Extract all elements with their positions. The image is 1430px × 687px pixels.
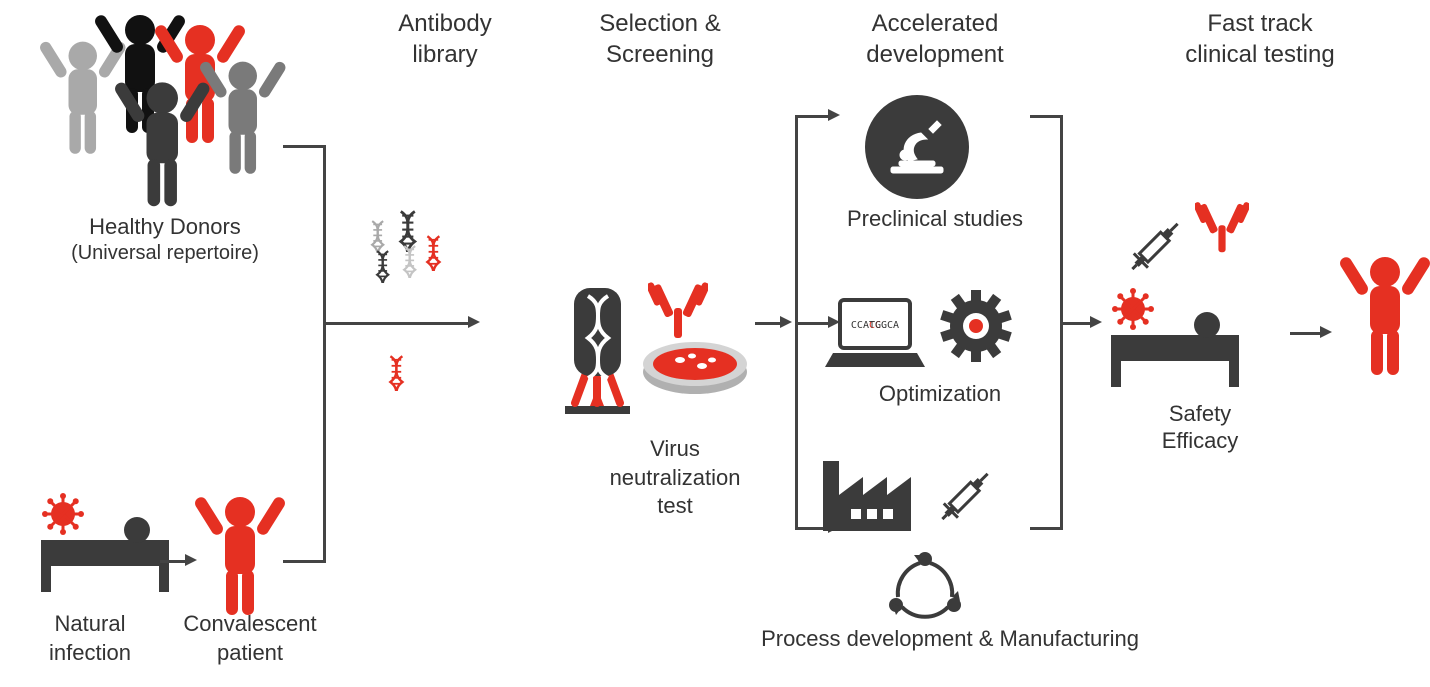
- syringe-icon-2: [1120, 210, 1190, 285]
- label-process-dev: Process development & Manufacturing: [750, 625, 1150, 654]
- convalescent-person-icon: [195, 490, 285, 625]
- arrow-to-recovered: [1290, 332, 1320, 335]
- single-dna-icon: [388, 355, 405, 396]
- bracket-accel-top: [795, 115, 830, 118]
- patient-bed-icon: [1105, 285, 1245, 400]
- heading-fast-track: Fast track clinical testing: [1150, 8, 1370, 70]
- label-optimization: Optimization: [840, 380, 1040, 409]
- svg-text:CCATGGCA: CCATGGCA: [851, 320, 899, 331]
- gear-icon: [940, 290, 1012, 367]
- bracket-bottom-h: [283, 560, 325, 563]
- bracket-close-top: [1030, 115, 1060, 118]
- phage-display-icon: [560, 268, 635, 423]
- label-convalescent: Convalescent patient: [165, 610, 335, 667]
- heading-selection-screening: Selection & Screening: [560, 8, 760, 70]
- syringe-icon-1: [930, 460, 1000, 535]
- arrow-head-to-recovered: [1320, 326, 1332, 338]
- laptop-icon: CC CCATGGCA: [825, 295, 925, 380]
- label-healthy-donors: Healthy Donors: [45, 213, 285, 242]
- arrow-head-to-accelerated: [780, 316, 792, 328]
- heading-antibody-library: Antibody library: [365, 8, 525, 70]
- factory-icon: [815, 455, 915, 545]
- arrow-to-clinical: [1060, 322, 1090, 325]
- label-natural-infection: Natural infection: [30, 610, 150, 667]
- microscope-icon: [865, 95, 969, 204]
- arrow-to-antibody: [323, 322, 468, 325]
- arrow-head-accel-top: [828, 109, 840, 121]
- label-universal-repertoire: (Universal repertoire): [45, 240, 285, 266]
- bracket-v: [323, 145, 326, 563]
- antibody-icon-2: [1195, 200, 1249, 259]
- bracket-close-bot: [1030, 527, 1060, 530]
- label-virus-neutralization: Virus neutralization test: [585, 435, 765, 521]
- label-preclinical: Preclinical studies: [820, 205, 1050, 234]
- natural-infection-bed-icon: [35, 490, 175, 605]
- arrow-bed-to-convalescent: [160, 560, 185, 563]
- arrow-head-bed-to-convalescent: [185, 554, 197, 566]
- process-cycle-icon: [880, 545, 970, 630]
- label-efficacy: Efficacy: [1120, 427, 1280, 456]
- recovered-person-icon: [1340, 250, 1430, 385]
- label-safety: Safety: [1120, 400, 1280, 429]
- arrow-head-to-clinical: [1090, 316, 1102, 328]
- arrow-head-to-antibody: [468, 316, 480, 328]
- petri-dish-icon: [640, 330, 750, 405]
- heading-accelerated-development: Accelerated development: [825, 8, 1045, 70]
- arrow-to-accelerated: [755, 322, 780, 325]
- bracket-top-h: [283, 145, 325, 148]
